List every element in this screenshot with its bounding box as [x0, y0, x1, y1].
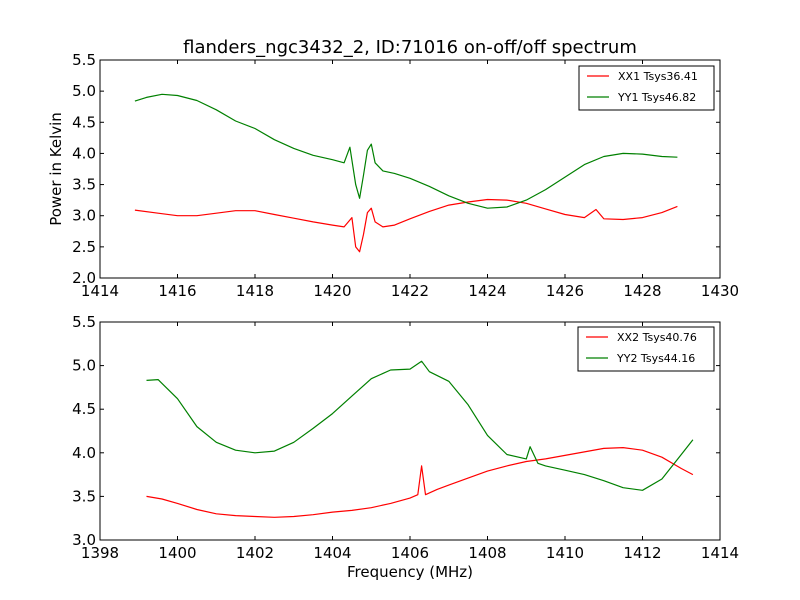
- top-panel: 1414 1416 1418 1420 1422 1424 1426 1428 1430 2.0 2…: [72, 51, 739, 300]
- series-line-1: [134, 198, 678, 253]
- x-tick-label: 1420: [313, 282, 351, 300]
- y-tick-label: 4.0: [72, 444, 96, 462]
- legend: XX2 Tsys40.76 YY2 Tsys44.16: [577, 326, 715, 372]
- x-tick-label: 1410: [546, 544, 584, 562]
- legend-box: [577, 326, 715, 372]
- y-tick-label: 5.0: [72, 82, 96, 100]
- y-tick-label: 5.5: [72, 51, 96, 69]
- series-line-2: [146, 360, 694, 491]
- x-tick-label: 1400: [158, 544, 196, 562]
- series-line-1: [146, 447, 694, 518]
- y-tick-label: 4.5: [72, 400, 96, 418]
- x-tick-label: 1422: [391, 282, 429, 300]
- legend-label: YY1 Tsys46.82: [617, 91, 696, 104]
- x-tick-label: 1414: [81, 282, 119, 300]
- y-tick-label: 2.0: [72, 269, 96, 287]
- bottom-panel: 1398 1400 1402 1404 1406 1408 1410 1412 1414 3.0 3…: [72, 313, 739, 562]
- y-tick-label: 3.0: [72, 207, 96, 225]
- y-tick-label: 2.5: [72, 238, 96, 256]
- x-tick-label: 1430: [701, 282, 739, 300]
- x-tick-label: 1414: [701, 544, 739, 562]
- x-axis-label: Frequency (MHz): [347, 563, 473, 581]
- x-tick-label: 1412: [623, 544, 661, 562]
- y-tick-label: 5.5: [72, 313, 96, 331]
- x-tick-label: 1402: [236, 544, 274, 562]
- legend: XX1 Tsys36.41 YY1 Tsys46.82: [578, 65, 715, 111]
- x-tick-label: 1428: [623, 282, 661, 300]
- y-tick-label: 5.0: [72, 357, 96, 375]
- y-tick-label: 4.5: [72, 113, 96, 131]
- y-tick-label: 3.5: [72, 487, 96, 505]
- x-tick-label: 1424: [468, 282, 506, 300]
- x-tick-label: 1426: [546, 282, 584, 300]
- y-tick-label: 4.0: [72, 144, 96, 162]
- chart-title: flanders_ngc3432_2, ID:71016 on-off/off …: [183, 37, 637, 58]
- legend-label: YY2 Tsys44.16: [616, 352, 695, 365]
- x-tick-label: 1418: [236, 282, 274, 300]
- x-tick-label: 1408: [468, 544, 506, 562]
- x-tick-label: 1398: [81, 544, 119, 562]
- legend-box: [578, 65, 715, 111]
- legend-label: XX1 Tsys36.41: [618, 70, 698, 83]
- legend-label: XX2 Tsys40.76: [617, 331, 697, 344]
- x-tick-label: 1406: [391, 544, 429, 562]
- series-line-2: [134, 93, 678, 209]
- y-tick-label: 3.5: [72, 176, 96, 194]
- x-tick-label: 1404: [313, 544, 351, 562]
- x-tick-label: 1416: [158, 282, 196, 300]
- y-axis-label: Power in Kelvin: [47, 112, 65, 226]
- y-tick-label: 3.0: [72, 531, 96, 549]
